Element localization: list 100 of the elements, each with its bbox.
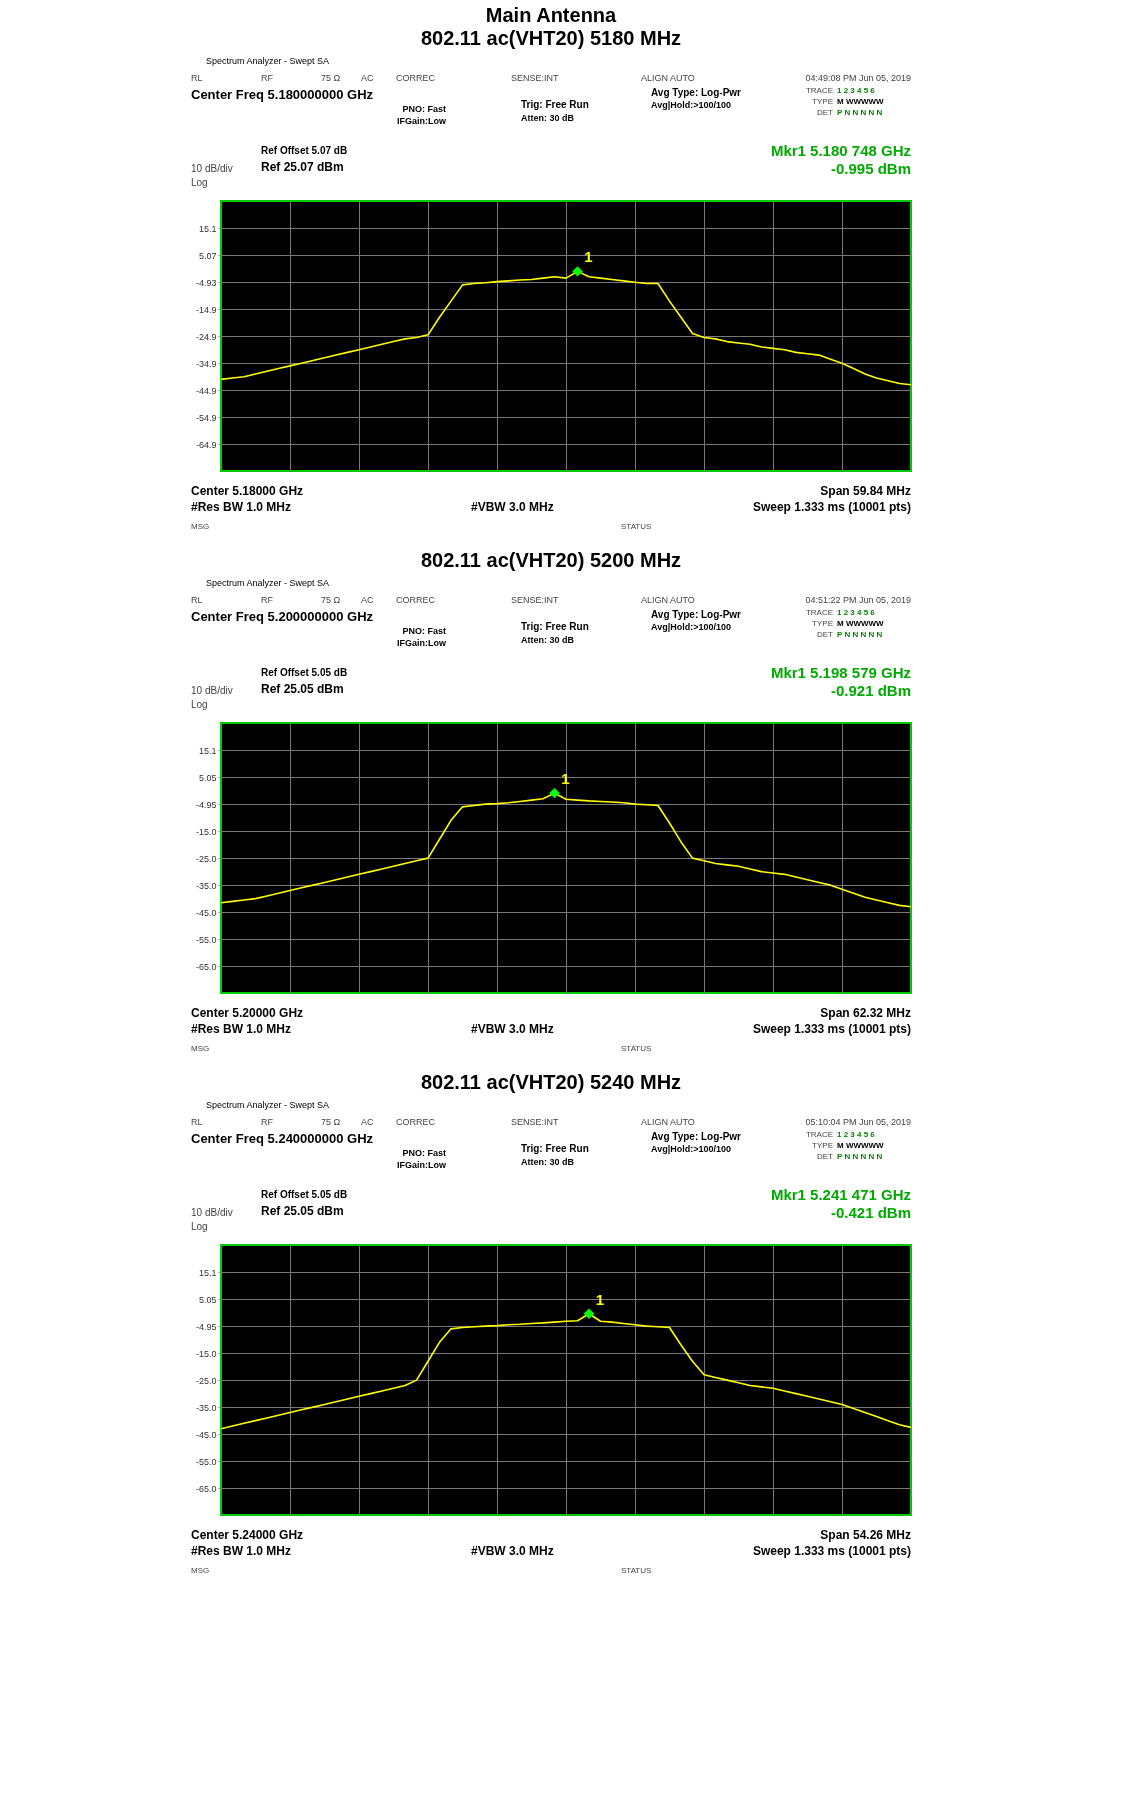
text: AC (361, 1117, 374, 1127)
text: #Res BW 1.0 MHz (191, 500, 292, 514)
text: Center Freq 5.180000000 GHz (191, 87, 374, 102)
text: 75 Ω (321, 1117, 341, 1127)
y-tick-label: -25.0 (195, 853, 217, 864)
text: RF (261, 73, 274, 83)
y-tick-label: -55.0 (195, 934, 217, 945)
text: Sweep 1.333 ms (10001 pts) (752, 1022, 911, 1036)
text: Ref Offset 5.05 dB (261, 667, 348, 678)
y-tick-label: -54.9 (195, 412, 217, 423)
y-tick-label: 15.1 (198, 223, 217, 234)
text: SENSE:INT (511, 73, 560, 83)
series-label: 1 (595, 1290, 605, 1308)
text: Trig: Free Run (521, 99, 589, 110)
y-tick-label: -25.0 (195, 1375, 217, 1386)
text: Ref Offset 5.05 dB (261, 1189, 348, 1200)
text: STATUS (621, 1566, 652, 1575)
text: #VBW 3.0 MHz (471, 500, 554, 514)
text: ALIGN AUTO (641, 73, 695, 83)
text: AC (361, 595, 374, 605)
text: ALIGN AUTO (641, 595, 695, 605)
text: TYPE (812, 619, 833, 628)
text: SENSE:INT (511, 595, 560, 605)
text: 05:10:04 PM Jun 05, 2019 (805, 1117, 911, 1127)
text: 04:49:08 PM Jun 05, 2019 (805, 73, 911, 83)
text: IFGain:Low (397, 116, 447, 126)
text: Mkr1 5.241 471 GHz (770, 1186, 911, 1203)
text: AC (361, 73, 374, 83)
text: TRACE (805, 1130, 833, 1139)
text: RL (191, 73, 203, 83)
y-tick-label: -35.0 (195, 1402, 217, 1413)
text: Avg Type: Log-Pwr (651, 609, 742, 620)
text: Span 54.26 MHz (820, 1528, 911, 1542)
chart-title: Main Antenna (485, 4, 618, 26)
text: Trig: Free Run (521, 1143, 589, 1154)
chart-title: 802.11 ac(VHT20) 5240 MHz (420, 1071, 682, 1093)
text: Spectrum Analyzer - Swept SA (206, 56, 330, 66)
y-tick-label: -15.0 (195, 826, 217, 837)
text: MSG (191, 1566, 210, 1575)
y-tick-label: 5.07 (198, 250, 217, 261)
text: Mkr1 5.180 748 GHz (770, 142, 911, 159)
text: TYPE (812, 97, 833, 106)
text: Atten: 30 dB (521, 1157, 575, 1167)
text: 1 2 3 4 5 6 (837, 608, 876, 617)
text: Spectrum Analyzer - Swept SA (206, 1100, 330, 1110)
text: DET (817, 630, 834, 639)
text: 1 2 3 4 5 6 (837, 86, 876, 95)
text: ALIGN AUTO (641, 1117, 695, 1127)
text: Ref Offset 5.07 dB (261, 145, 348, 156)
text: SENSE:INT (511, 1117, 560, 1127)
text: IFGain:Low (397, 1160, 447, 1170)
y-tick-label: 15.1 (198, 1267, 217, 1278)
text: TRACE (805, 608, 833, 617)
text: P N N N N N (837, 108, 883, 117)
text: Avg Type: Log-Pwr (651, 87, 742, 98)
text: Mkr1 5.198 579 GHz (770, 664, 911, 681)
text: 10 dB/div (191, 685, 233, 696)
y-tick-label: -15.0 (195, 1348, 217, 1359)
text: 10 dB/div (191, 163, 233, 174)
text: Avg|Hold:>100/100 (651, 1144, 731, 1154)
y-tick-label: -65.0 (195, 961, 217, 972)
text: #VBW 3.0 MHz (471, 1022, 554, 1036)
text: Avg Type: Log-Pwr (651, 1131, 742, 1142)
y-tick-label: -14.9 (195, 304, 217, 315)
text: Log (191, 699, 208, 710)
text: PNO: Fast (402, 1148, 446, 1158)
text: RF (261, 595, 274, 605)
y-tick-label: -44.9 (195, 385, 217, 396)
text: MSG (191, 522, 210, 531)
text: Log (191, 177, 208, 188)
text: CORREC (396, 595, 436, 605)
y-tick-label: -65.0 (195, 1483, 217, 1494)
text: #Res BW 1.0 MHz (191, 1544, 292, 1558)
text: DET (817, 108, 834, 117)
text: CORREC (396, 1117, 436, 1127)
text: RF (261, 1117, 274, 1127)
text: Center 5.20000 GHz (191, 1006, 304, 1020)
y-tick-label: -4.95 (195, 1321, 217, 1332)
text: Trig: Free Run (521, 621, 589, 632)
text: 10 dB/div (191, 1207, 233, 1218)
text: M WWWWW (837, 1141, 885, 1150)
y-tick-label: -34.9 (195, 358, 217, 369)
text: Sweep 1.333 ms (10001 pts) (752, 500, 911, 514)
text: #VBW 3.0 MHz (471, 1544, 554, 1558)
y-tick-label: -45.0 (195, 1429, 217, 1440)
text: -0.995 dBm (830, 160, 911, 177)
y-tick-label: -4.93 (195, 277, 217, 288)
y-tick-label: 5.05 (198, 772, 217, 783)
text: RL (191, 1117, 203, 1127)
text: M WWWWW (837, 619, 885, 628)
text: Ref 25.05 dBm (261, 1204, 344, 1218)
text: STATUS (621, 1044, 652, 1053)
text: Avg|Hold:>100/100 (651, 100, 731, 110)
text: P N N N N N (837, 630, 883, 639)
text: #Res BW 1.0 MHz (191, 1022, 292, 1036)
text: Center 5.18000 GHz (191, 484, 304, 498)
y-tick-label: 5.05 (198, 1294, 217, 1305)
text: TRACE (805, 86, 833, 95)
text: PNO: Fast (402, 626, 446, 636)
text: Center Freq 5.200000000 GHz (191, 609, 374, 624)
